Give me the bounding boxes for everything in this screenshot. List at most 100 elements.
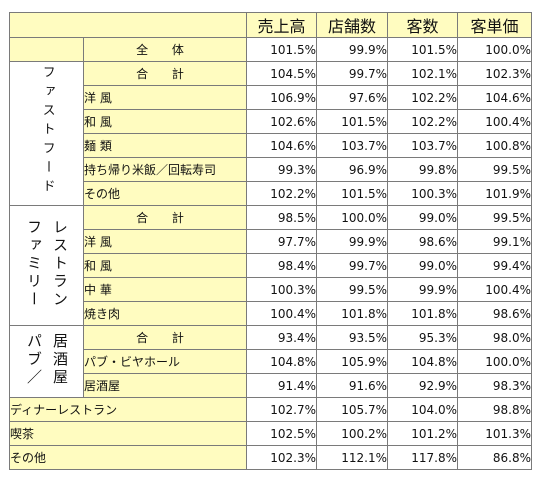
table-cell: 99.8% [387,157,458,182]
table-cell: 98.6% [387,229,458,254]
table-cell: 99.5% [457,157,532,182]
fastfood-noodles-label: 麺 類 [83,133,247,158]
table-cell: 91.6% [316,373,388,398]
table-cell: 104.0% [387,397,458,422]
overall-spacer [9,37,84,62]
fastfood-category: ファストフード [9,61,84,206]
overall-customers: 101.5% [387,37,458,62]
cafe-row: 喫茶 102.5% 100.2% 101.2% 101.3% [9,421,532,446]
pub-total-unit-price: 98.0% [457,325,532,350]
family-total-unit-price: 99.5% [457,205,532,230]
table-cell: 105.9% [316,349,388,374]
table-cell: 112.1% [316,445,388,470]
header-row: 売上高 店舗数 客数 客単価 [9,12,532,38]
table-cell: 102.6% [246,109,317,134]
table-cell: 102.7% [246,397,317,422]
sales-table: 売上高 店舗数 客数 客単価 全 体 101.5% 99.9% 101.5% 1… [9,12,532,470]
table-cell: 100.4% [457,277,532,302]
family-total-row: ファミリー レストラン 合 計 98.5% 100.0% 99.0% 99.5% [9,205,532,326]
family-western-label: 洋 風 [83,229,247,254]
table-cell: 99.3% [246,157,317,182]
table-cell: 98.4% [246,253,317,278]
dinner-row: ディナーレストラン 102.7% 105.7% 104.0% 98.8% [9,397,532,422]
overall-row: 全 体 101.5% 99.9% 101.5% 100.0% [9,37,532,62]
table-cell: 101.9% [457,181,532,206]
table-cell: 117.8% [387,445,458,470]
family-total-label: 合 計 [83,205,247,230]
pub-category-line2: 居酒屋 [51,332,70,387]
table-cell: 102.2% [387,109,458,134]
table-cell: 99.4% [457,253,532,278]
table-cell: 98.3% [457,373,532,398]
pub-total-sales: 93.4% [246,325,317,350]
table-cell: 101.5% [316,109,388,134]
table-row: 洋 風 106.9% 97.6% 102.2% 104.6% [10,85,532,110]
pub-category: パブ／ 居酒屋 [9,325,84,398]
table-cell: 102.2% [246,181,317,206]
fastfood-total-label: 合 計 [83,61,247,86]
header-sales: 売上高 [246,12,317,38]
fastfood-total-stores: 99.7% [316,61,388,86]
table-cell: 99.1% [457,229,532,254]
pub-category-line1: パブ／ [24,332,43,387]
table-cell: 98.6% [457,301,532,326]
fastfood-takeout-label: 持ち帰り米飯／回転寿司 [83,157,247,182]
table-cell: 101.3% [457,421,532,446]
table-cell: 99.7% [316,253,388,278]
pub-total-row: パブ／ 居酒屋 合 計 93.4% 93.5% 95.3% 98.0% [9,325,532,398]
pub-beerhall-label: パブ・ビヤホール [83,349,247,374]
table-row: その他 102.2% 101.5% 100.3% 101.9% [10,181,532,206]
fastfood-western-label: 洋 風 [83,85,247,110]
pub-total-label: 合 計 [83,325,247,350]
table-cell: 100.3% [246,277,317,302]
table-cell: 99.9% [316,229,388,254]
overall-unit-price: 100.0% [457,37,532,62]
table-row: 和 風 98.4% 99.7% 99.0% 99.4% [10,253,532,278]
table-cell: 100.4% [246,301,317,326]
family-category-line1: ファミリー [24,218,43,309]
table-cell: 100.8% [457,133,532,158]
table-cell: 102.3% [246,445,317,470]
header-unit-price: 客単価 [457,12,532,38]
table-cell: 99.9% [387,277,458,302]
fastfood-japanese-label: 和 風 [83,109,247,134]
table-cell: 98.8% [457,397,532,422]
table-row: 麺 類 104.6% 103.7% 103.7% 100.8% [10,133,532,158]
family-total-sales: 98.5% [246,205,317,230]
header-customers: 客数 [387,12,458,38]
other-row: その他 102.3% 112.1% 117.8% 86.8% [9,445,532,470]
table-cell: 92.9% [387,373,458,398]
fastfood-total-unit-price: 102.3% [457,61,532,86]
family-japanese-label: 和 風 [83,253,247,278]
table-cell: 86.8% [457,445,532,470]
fastfood-other-label: その他 [83,181,247,206]
header-stores: 店舗数 [316,12,388,38]
table-cell: 101.2% [387,421,458,446]
table-cell: 97.7% [246,229,317,254]
table-row: 洋 風 97.7% 99.9% 98.6% 99.1% [10,229,532,254]
family-total-customers: 99.0% [387,205,458,230]
table-cell: 101.8% [316,301,388,326]
header-corner [9,12,247,38]
overall-label: 全 体 [83,37,247,62]
table-cell: 106.9% [246,85,317,110]
table-cell: 100.2% [316,421,388,446]
family-category: ファミリー レストラン [9,205,84,326]
table-cell: 104.6% [457,85,532,110]
family-yakiniku-label: 焼き肉 [83,301,247,326]
table-row: 中 華 100.3% 99.5% 99.9% 100.4% [10,277,532,302]
family-chinese-label: 中 華 [83,277,247,302]
table-cell: 101.8% [387,301,458,326]
dinner-label: ディナーレストラン [9,397,247,422]
table-cell: 103.7% [387,133,458,158]
pub-total-stores: 93.5% [316,325,388,350]
overall-stores: 99.9% [316,37,388,62]
table-cell: 104.8% [387,349,458,374]
fastfood-total-sales: 104.5% [246,61,317,86]
table-row: パブ・ビヤホール 104.8% 105.9% 104.8% 100.0% [10,349,532,374]
fastfood-total-row: ファストフード 合 計 104.5% 99.7% 102.1% 102.3% [9,61,532,206]
pub-izakaya-label: 居酒屋 [83,373,247,398]
table-cell: 101.5% [316,181,388,206]
table-cell: 100.4% [457,109,532,134]
table-row: 焼き肉 100.4% 101.8% 101.8% 98.6% [10,301,532,326]
